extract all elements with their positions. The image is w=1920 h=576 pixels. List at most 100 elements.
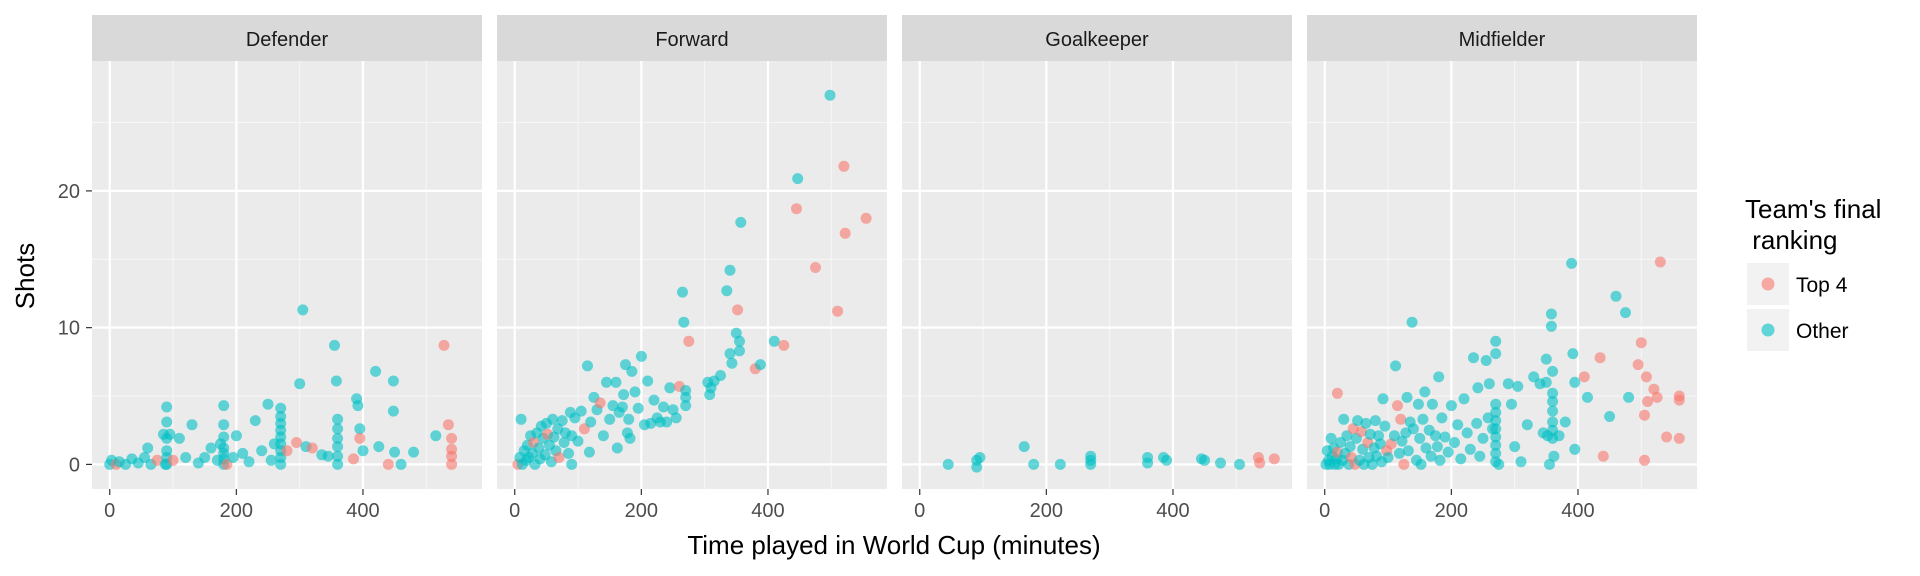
data-point: [281, 445, 293, 457]
data-point: [205, 442, 217, 454]
data-point: [1490, 398, 1502, 410]
data-point: [582, 360, 593, 372]
data-point: [734, 335, 745, 347]
data-point: [446, 458, 458, 470]
panel-background: [902, 61, 1292, 489]
data-point: [1547, 396, 1559, 407]
data-point: [199, 452, 211, 463]
facet-strip: [1307, 15, 1697, 61]
data-point: [348, 453, 359, 465]
data-point: [1402, 445, 1414, 457]
legend: Team's final ranking Top 4 Other: [1745, 194, 1881, 351]
data-point: [734, 345, 745, 357]
data-point: [658, 401, 669, 413]
data-point: [604, 413, 616, 425]
data-point: [330, 375, 342, 387]
data-point: [332, 458, 344, 470]
data-point: [1442, 446, 1454, 458]
data-point: [601, 376, 612, 388]
data-point: [1379, 420, 1391, 432]
data-point: [408, 446, 420, 458]
x-tick-label: 200: [1030, 500, 1063, 522]
data-point: [237, 447, 249, 459]
data-point: [373, 441, 385, 453]
data-point: [1502, 378, 1514, 390]
y-tick-label: 20: [58, 181, 80, 203]
data-point: [1028, 458, 1040, 470]
data-point: [1331, 387, 1343, 399]
data-point: [548, 431, 560, 443]
data-point: [1352, 415, 1364, 427]
x-tick-label: 400: [346, 500, 379, 522]
data-point: [768, 335, 780, 347]
y-tick-label: 10: [58, 318, 80, 340]
data-point: [1548, 450, 1560, 462]
data-point: [1515, 456, 1527, 468]
data-point: [1567, 348, 1579, 360]
data-point: [1635, 337, 1647, 349]
data-point: [1430, 430, 1441, 442]
data-point: [1406, 316, 1418, 328]
facet-strip-label: Forward: [655, 29, 728, 51]
data-point: [732, 304, 744, 316]
data-point: [556, 415, 568, 427]
data-point: [553, 452, 565, 463]
data-point: [824, 89, 836, 101]
data-point: [1395, 413, 1407, 425]
data-point: [1455, 453, 1467, 465]
data-point: [1597, 450, 1609, 462]
data-point: [572, 435, 584, 447]
facet-strip: [92, 15, 482, 61]
panel-background: [92, 61, 482, 489]
data-point: [442, 419, 454, 431]
data-point: [726, 357, 738, 369]
data-point: [227, 452, 239, 463]
data-point: [218, 419, 230, 431]
data-point: [1355, 426, 1367, 438]
data-point: [839, 227, 851, 239]
data-point: [446, 432, 458, 444]
data-point: [661, 416, 673, 428]
data-point: [1407, 423, 1419, 435]
data-point: [1373, 430, 1384, 442]
data-point: [322, 450, 334, 462]
data-point: [629, 386, 641, 398]
data-point: [594, 397, 606, 409]
data-point: [1483, 378, 1495, 390]
data-point: [1364, 428, 1376, 440]
data-point: [291, 437, 302, 448]
data-point: [724, 348, 736, 360]
data-point: [161, 401, 173, 413]
facet-strip-label: Defender: [246, 29, 329, 51]
data-point: [1545, 308, 1557, 320]
data-point: [389, 446, 401, 458]
data-point: [1610, 290, 1622, 302]
data-point: [275, 402, 287, 414]
data-point: [1540, 353, 1552, 365]
data-point: [791, 203, 802, 215]
data-point: [430, 430, 442, 442]
data-point: [395, 458, 407, 470]
data-point: [1344, 441, 1356, 453]
facet-goalkeeper: Goalkeeper 0 200 400: [902, 15, 1292, 522]
data-point: [1433, 371, 1445, 383]
data-point: [585, 416, 597, 428]
data-point: [332, 441, 344, 453]
data-point: [256, 445, 268, 457]
data-point: [618, 389, 630, 401]
x-tick-label: 200: [1435, 500, 1468, 522]
data-point: [563, 447, 574, 459]
data-point: [275, 458, 287, 470]
x-tick-label: 200: [625, 500, 658, 522]
data-point: [1388, 430, 1400, 442]
data-point: [1490, 335, 1502, 347]
data-point: [1490, 431, 1502, 443]
data-point: [860, 212, 872, 224]
data-point: [1445, 400, 1457, 412]
data-point: [680, 400, 692, 412]
data-point: [1506, 398, 1517, 410]
data-point: [1436, 412, 1448, 424]
data-point: [438, 339, 450, 351]
data-point: [1547, 416, 1559, 428]
